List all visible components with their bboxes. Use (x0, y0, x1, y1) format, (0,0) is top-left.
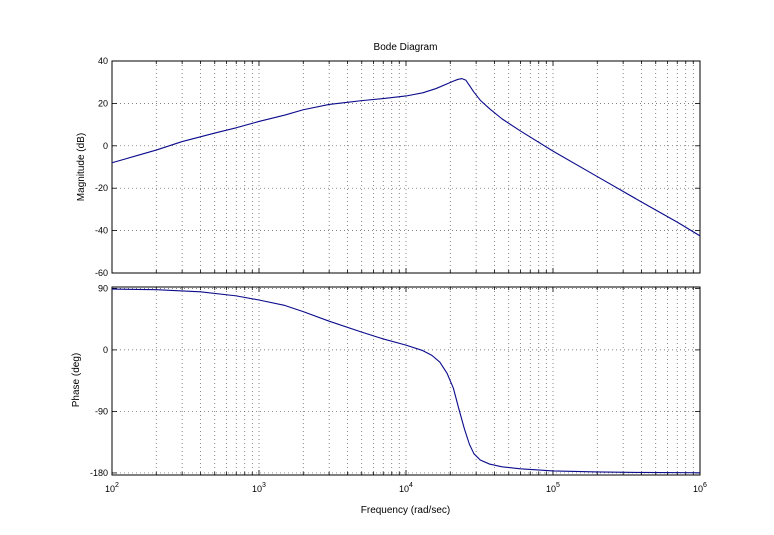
magnitude-y-axis-label: Magnitude (dB) (76, 133, 87, 201)
magnitude-axes-frame (111, 60, 701, 274)
chart-title: Bode Diagram (374, 42, 438, 53)
phase-series-line (111, 288, 701, 474)
phase-y-tick-label: 0 (103, 345, 108, 355)
magnitude-series-line (111, 78, 701, 237)
magnitude-y-tick-label: 20 (98, 98, 108, 108)
phase-y-tick-label: -180 (90, 468, 108, 478)
x-tick-label: 104 (399, 482, 413, 494)
phase-axes-frame (111, 286, 701, 476)
phase-y-tick-label: 90 (98, 283, 108, 293)
magnitude-y-tick-label: 0 (103, 141, 108, 151)
phase-plot: 90 0 -90 -180 102 103 104 105 106 (90, 283, 707, 494)
x-tick-label: 103 (252, 482, 266, 494)
magnitude-y-tick-label: -20 (95, 183, 108, 193)
magnitude-plot: 40 20 0 -20 -40 -60 (95, 56, 701, 278)
x-axis-label: Frequency (rad/sec) (361, 505, 450, 516)
x-tick-label: 106 (693, 482, 707, 494)
phase-y-axis-label: Phase (deg) (71, 353, 82, 407)
phase-y-tick-label: -90 (95, 406, 108, 416)
magnitude-y-tick-label: -60 (95, 268, 108, 278)
magnitude-y-tick-label: 40 (98, 56, 108, 66)
x-tick-label: 105 (546, 482, 560, 494)
magnitude-y-tick-label: -40 (95, 226, 108, 236)
x-tick-label: 102 (105, 482, 119, 494)
